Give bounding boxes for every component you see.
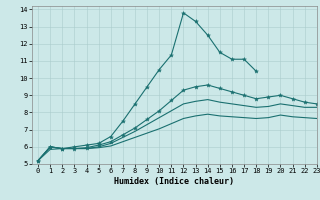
X-axis label: Humidex (Indice chaleur): Humidex (Indice chaleur) xyxy=(115,177,234,186)
